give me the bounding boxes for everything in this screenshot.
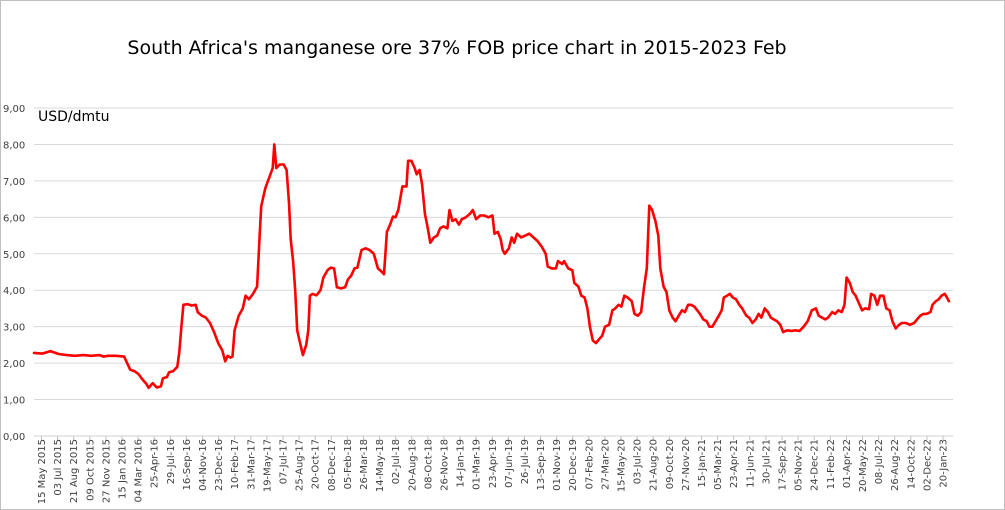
- x-tick-label: 25-Apr-16: [150, 439, 161, 488]
- y-tick-label: 2,00: [3, 359, 25, 370]
- x-tick-label: 20-Oct-17: [311, 439, 322, 489]
- x-tick-label: 11-Jun-21: [745, 439, 756, 488]
- x-tick-label: 23-Apr-19: [488, 439, 499, 488]
- x-tick-label: 05-Nov-21: [794, 439, 805, 491]
- x-tick-label: 20-May-22: [858, 439, 869, 492]
- x-tick-label: 23-Dec-16: [214, 439, 225, 491]
- x-tick-label: 02-Dec-22: [922, 439, 933, 491]
- y-tick-label: 9,00: [3, 104, 25, 115]
- x-tick-label: 15 Jan 2016: [117, 439, 128, 499]
- x-tick-label: 09 Oct 2015: [85, 439, 96, 501]
- x-tick-label: 15 May 2015: [37, 439, 48, 504]
- x-tick-label: 15-May-20: [617, 439, 628, 492]
- x-tick-label: 26-Nov-18: [439, 439, 450, 491]
- x-tick-label: 21-Aug-20: [649, 439, 660, 491]
- x-tick-label: 27-Nov-20: [681, 439, 692, 491]
- x-tick-label: 21 Aug 2015: [69, 439, 80, 503]
- x-tick-label: 09-Oct-20: [665, 439, 676, 489]
- x-tick-label: 24-Dec-21: [810, 439, 821, 491]
- x-tick-label: 13-Sep-19: [536, 439, 547, 491]
- y-tick-label: 4,00: [3, 286, 25, 297]
- x-tick-label: 05-Feb-18: [343, 439, 354, 489]
- x-tick-label: 20-Dec-19: [568, 439, 579, 491]
- x-tick-label: 01-Apr-22: [842, 439, 853, 488]
- x-tick-label: 26-Aug-22: [890, 439, 901, 491]
- y-tick-label: 8,00: [3, 140, 25, 151]
- x-tick-label: 03-Jul-20: [633, 439, 644, 484]
- x-tick-label: 07-Jul-17: [278, 439, 289, 484]
- x-tick-label: 01-Mar-19: [472, 439, 483, 490]
- x-tick-label: 08-Oct-18: [423, 439, 434, 489]
- x-tick-label: 08-Dec-17: [327, 439, 338, 491]
- x-tick-label: 17-Sep-21: [778, 439, 789, 491]
- x-tick-label: 29-Jul-16: [166, 439, 177, 484]
- x-tick-label: 14-May-18: [375, 439, 386, 492]
- x-tick-label: 16-Sep-16: [182, 439, 193, 491]
- y-tick-label: 7,00: [3, 177, 25, 188]
- x-tick-label: 11-Feb-22: [826, 439, 837, 489]
- x-tick-label: 19-May-17: [262, 439, 273, 492]
- y-tick-label: 6,00: [3, 213, 25, 224]
- price-series-line: [32, 143, 951, 390]
- y-tick-label: 0,00: [3, 432, 25, 443]
- x-axis-ticks: 15 May 2015 03 Jul 2015 21 Aug 2015 09 Oct …: [37, 436, 950, 504]
- x-tick-label: 23-Apr-21: [729, 439, 740, 488]
- x-tick-label: 26-Jul-19: [520, 439, 531, 484]
- x-tick-label: 07-Feb-20: [584, 439, 595, 489]
- x-tick-label: 02-Jul-18: [391, 439, 402, 484]
- x-tick-label: 26-Mar-18: [359, 439, 370, 490]
- x-tick-label: 31-Mar-17: [246, 439, 257, 490]
- y-axis-ticks: 0,00 1,00 2,00 3,00 4,00 5,00 6,00 7,00 8,00 9,00: [3, 104, 25, 443]
- series-layer: [32, 143, 951, 390]
- x-tick-label: 01-Nov-19: [552, 439, 563, 491]
- y-axis-unit-label: USD/dmtu: [38, 109, 110, 125]
- gridlines: [34, 107, 953, 437]
- x-tick-label: 20-Aug-18: [407, 439, 418, 491]
- x-tick-label: 04-Nov-16: [198, 439, 209, 491]
- x-tick-label: 08-Jul-22: [874, 439, 885, 484]
- x-tick-label: 10-Feb-17: [230, 439, 241, 489]
- x-tick-label: 25-Aug-17: [295, 439, 306, 491]
- x-tick-label: 05-Mar-21: [713, 439, 724, 490]
- chart-title: South Africa's manganese ore 37% FOB pri…: [127, 37, 787, 59]
- x-tick-label: 07-Jun-19: [504, 439, 515, 488]
- x-tick-label: 14-Jan-19: [456, 439, 467, 488]
- x-tick-label: 15-Jan-21: [697, 439, 708, 488]
- y-tick-label: 1,00: [3, 396, 25, 407]
- x-tick-label: 03 Jul 2015: [53, 439, 64, 496]
- y-tick-label: 5,00: [3, 250, 25, 261]
- x-tick-label: 14-Oct-22: [906, 439, 917, 489]
- x-tick-label: 30-Jul-21: [761, 439, 772, 484]
- x-tick-label: 20-Jan-23: [939, 439, 950, 488]
- x-tick-label: 27 Nov 2015: [101, 439, 112, 503]
- x-tick-label: 27-Mar-20: [600, 439, 611, 490]
- x-tick-label: 04 Mar 2016: [134, 439, 145, 502]
- y-tick-label: 3,00: [3, 323, 25, 334]
